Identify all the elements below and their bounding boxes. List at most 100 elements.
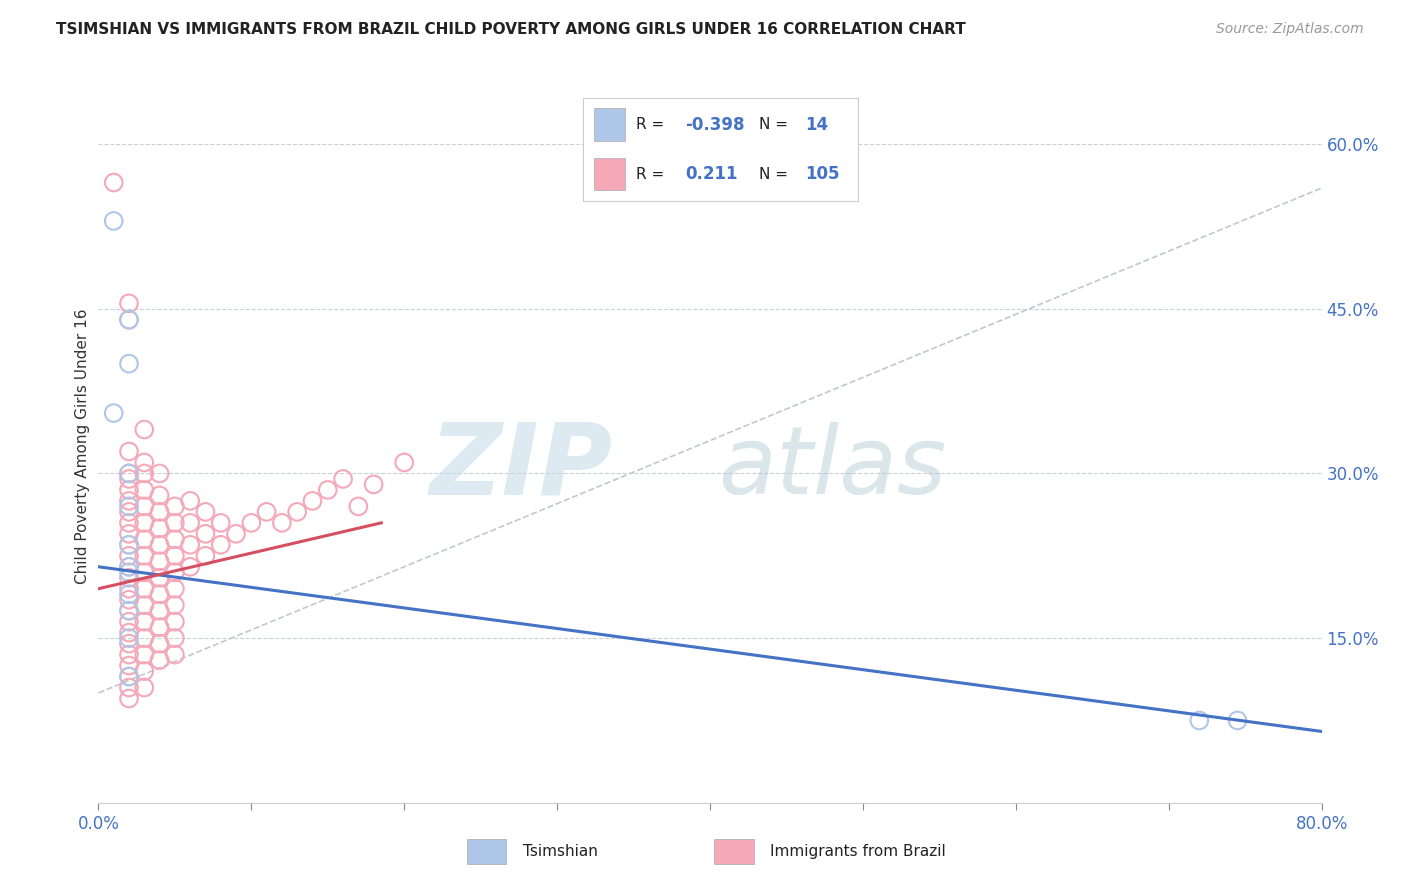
Point xyxy=(118,559,141,574)
Point xyxy=(163,533,186,547)
Point xyxy=(118,467,141,481)
Point xyxy=(118,615,141,629)
Point xyxy=(1188,714,1211,728)
Point xyxy=(118,516,141,530)
Point xyxy=(118,312,141,326)
Point xyxy=(163,549,186,563)
Text: 105: 105 xyxy=(806,165,839,183)
Point xyxy=(118,637,141,651)
Bar xyxy=(595,158,624,190)
Point xyxy=(194,549,217,563)
Point xyxy=(392,455,416,469)
Point xyxy=(118,357,141,371)
Point xyxy=(209,538,232,552)
Text: N =: N = xyxy=(759,117,787,132)
Text: TSIMSHIAN VS IMMIGRANTS FROM BRAZIL CHILD POVERTY AMONG GIRLS UNDER 16 CORRELATI: TSIMSHIAN VS IMMIGRANTS FROM BRAZIL CHIL… xyxy=(56,22,966,37)
Point xyxy=(134,681,156,695)
Text: 0.211: 0.211 xyxy=(685,165,737,183)
Point xyxy=(118,500,141,514)
Y-axis label: Child Poverty Among Girls Under 16: Child Poverty Among Girls Under 16 xyxy=(75,309,90,583)
Point xyxy=(316,483,339,497)
Point xyxy=(149,571,172,585)
Point xyxy=(118,571,141,585)
Point xyxy=(163,631,186,645)
Point xyxy=(134,615,156,629)
Point xyxy=(149,653,172,667)
Point xyxy=(194,526,217,541)
Point xyxy=(285,505,308,519)
Point xyxy=(118,669,141,683)
Text: N =: N = xyxy=(759,167,787,182)
Point xyxy=(163,500,186,514)
Point xyxy=(118,467,141,481)
Point xyxy=(209,516,232,530)
Point xyxy=(118,648,141,662)
Point xyxy=(149,467,172,481)
Point xyxy=(134,598,156,612)
Point xyxy=(118,604,141,618)
Point xyxy=(118,472,141,486)
Point xyxy=(118,444,141,458)
Text: R =: R = xyxy=(636,167,664,182)
Text: 14: 14 xyxy=(806,116,828,134)
Point xyxy=(163,516,186,530)
Point xyxy=(118,592,141,607)
Point xyxy=(134,455,156,469)
Point xyxy=(347,500,370,514)
Point xyxy=(118,691,141,706)
Point xyxy=(134,664,156,678)
Point xyxy=(163,648,186,662)
Point xyxy=(118,582,141,596)
Point xyxy=(1226,714,1249,728)
Point xyxy=(103,406,125,420)
Point xyxy=(149,521,172,535)
Point xyxy=(118,483,141,497)
Point xyxy=(118,296,141,310)
Point xyxy=(118,587,141,601)
Point xyxy=(332,472,354,486)
Point xyxy=(301,494,323,508)
Bar xyxy=(714,839,754,863)
Point xyxy=(363,477,385,491)
Point xyxy=(118,669,141,683)
Point xyxy=(149,505,172,519)
Point xyxy=(194,505,217,519)
Point xyxy=(118,681,141,695)
Point xyxy=(163,582,186,596)
Point xyxy=(179,494,201,508)
Point xyxy=(134,467,156,481)
Point xyxy=(134,500,156,514)
Point xyxy=(118,538,141,552)
Point xyxy=(270,516,292,530)
Point xyxy=(134,566,156,580)
Point xyxy=(149,587,172,601)
Point xyxy=(134,423,156,437)
Point xyxy=(103,176,125,190)
Point xyxy=(118,549,141,563)
Point xyxy=(179,516,201,530)
Point xyxy=(103,214,125,228)
Text: Source: ZipAtlas.com: Source: ZipAtlas.com xyxy=(1216,22,1364,37)
Point xyxy=(134,516,156,530)
Point xyxy=(134,648,156,662)
Point xyxy=(179,559,201,574)
Point xyxy=(134,549,156,563)
Point xyxy=(149,637,172,651)
Bar xyxy=(595,108,624,141)
Text: ZIP: ZIP xyxy=(429,419,612,516)
Point xyxy=(134,533,156,547)
Point xyxy=(118,566,141,580)
Text: -0.398: -0.398 xyxy=(685,116,744,134)
Point xyxy=(118,505,141,519)
Point xyxy=(256,505,278,519)
Point xyxy=(179,538,201,552)
Point xyxy=(149,620,172,634)
Point xyxy=(149,488,172,502)
Point xyxy=(163,566,186,580)
Point xyxy=(134,631,156,645)
Point xyxy=(134,483,156,497)
Point xyxy=(118,312,141,326)
Point xyxy=(118,559,141,574)
Text: atlas: atlas xyxy=(718,422,946,513)
Point xyxy=(149,604,172,618)
